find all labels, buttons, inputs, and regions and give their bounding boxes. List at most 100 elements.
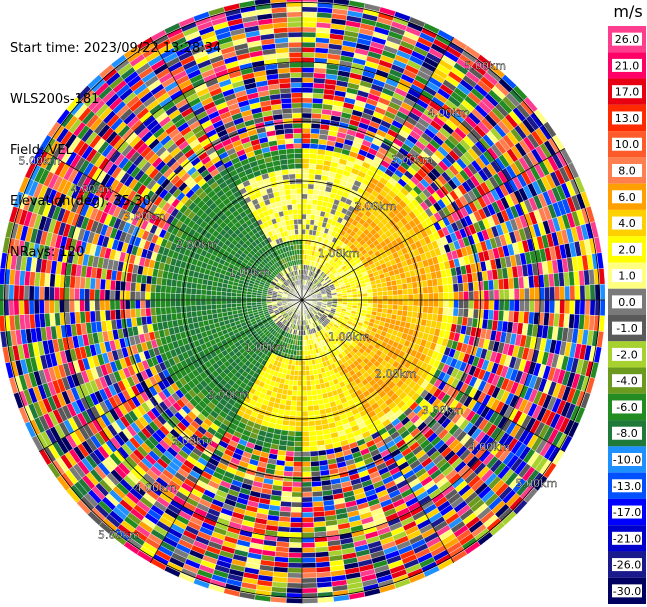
velocity-cell xyxy=(301,441,310,447)
velocity-cell xyxy=(423,299,429,307)
velocity-cell xyxy=(301,97,313,104)
velocity-cell xyxy=(314,419,323,426)
velocity-cell xyxy=(443,299,449,308)
velocity-cell xyxy=(310,138,320,145)
velocity-cell xyxy=(301,577,317,584)
velocity-cell xyxy=(282,480,293,488)
velocity-cell xyxy=(301,244,306,250)
velocity-cell xyxy=(492,309,500,321)
velocity-cell xyxy=(357,296,363,301)
velocity-cell xyxy=(301,355,306,361)
velocity-cell xyxy=(301,31,317,38)
velocity-cell xyxy=(297,380,303,387)
velocity-cell xyxy=(304,355,309,361)
velocity-cell xyxy=(293,456,303,462)
velocity-cell xyxy=(487,279,495,291)
velocity-cell xyxy=(301,436,310,442)
velocity-cell xyxy=(387,290,394,296)
velocity-cell xyxy=(579,299,586,315)
velocity-cell xyxy=(312,404,320,411)
velocity-cell xyxy=(411,281,418,289)
velocity-cell xyxy=(301,350,306,356)
velocity-cell xyxy=(292,471,303,478)
velocity-cell xyxy=(534,299,540,313)
velocity-cell xyxy=(477,280,484,291)
velocity-cell xyxy=(292,466,303,473)
velocity-cell xyxy=(288,425,296,432)
velocity-cell xyxy=(377,295,384,301)
velocity-cell xyxy=(311,480,322,488)
velocity-cell xyxy=(294,426,303,432)
velocity-cell xyxy=(437,306,444,315)
velocity-cell xyxy=(308,420,316,427)
velocity-cell xyxy=(352,296,358,301)
velocity-cell xyxy=(284,404,292,411)
velocity-cell xyxy=(310,384,317,391)
velocity-cell xyxy=(301,239,306,245)
velocity-cell xyxy=(447,307,454,317)
velocity-cell xyxy=(301,597,319,604)
velocity-cell xyxy=(296,400,303,407)
velocity-cell xyxy=(402,299,409,306)
velocity-cell xyxy=(569,299,576,315)
velocity-cell xyxy=(448,291,454,301)
velocity-cell xyxy=(309,440,318,447)
velocity-cell xyxy=(286,440,295,447)
velocity-cell xyxy=(544,286,550,301)
velocity-cell xyxy=(301,143,311,149)
velocity-cell xyxy=(303,335,307,341)
velocity-cell xyxy=(305,229,310,235)
velocity-cell xyxy=(447,283,454,293)
velocity-cell xyxy=(310,128,321,135)
velocity-cell xyxy=(453,299,459,309)
velocity-cell xyxy=(314,378,321,386)
velocity-cell xyxy=(306,395,313,402)
velocity-cell xyxy=(281,490,293,498)
velocity-cell xyxy=(310,470,321,477)
velocity-cell xyxy=(311,107,323,115)
velocity-cell xyxy=(472,308,479,319)
velocity-cell xyxy=(291,496,303,503)
velocity-cell xyxy=(392,294,399,301)
velocity-cell xyxy=(498,278,505,290)
velocity-cell xyxy=(422,306,429,314)
velocity-cell xyxy=(297,385,303,392)
velocity-cell xyxy=(574,285,581,301)
velocity-cell xyxy=(549,299,556,314)
velocity-cell xyxy=(402,294,409,301)
velocity-cell xyxy=(411,311,418,319)
velocity-cell xyxy=(301,567,317,574)
velocity-cell xyxy=(467,281,474,292)
velocity-cell xyxy=(310,123,321,130)
velocity-cell xyxy=(301,173,309,179)
velocity-cell xyxy=(297,370,303,377)
velocity-cell xyxy=(301,481,312,488)
velocity-cell xyxy=(362,292,368,297)
velocity-cell xyxy=(564,285,571,301)
velocity-cell xyxy=(301,203,308,210)
velocity-cell xyxy=(478,290,485,301)
velocity-cell xyxy=(301,213,307,220)
velocity-cell xyxy=(304,345,308,351)
velocity-cell xyxy=(291,486,303,493)
velocity-cell xyxy=(482,280,490,291)
velocity-cell xyxy=(311,485,323,493)
velocity-cell xyxy=(301,198,308,205)
velocity-cell xyxy=(342,297,348,301)
velocity-cell xyxy=(301,405,308,412)
velocity-cell xyxy=(372,295,379,301)
velocity-cell xyxy=(433,299,439,308)
velocity-cell xyxy=(473,290,480,301)
velocity-cell xyxy=(308,168,316,175)
velocity-cell xyxy=(347,294,353,298)
velocity-cell xyxy=(309,153,318,160)
velocity-cell xyxy=(301,0,318,3)
velocity-cell xyxy=(396,309,403,317)
velocity-cell xyxy=(296,390,303,397)
velocity-cell xyxy=(366,288,373,294)
velocity-cell xyxy=(306,198,313,205)
velocity-cell xyxy=(311,102,323,110)
velocity-cell xyxy=(427,306,434,314)
velocity-cell xyxy=(301,127,312,134)
velocity-cell xyxy=(301,365,306,371)
